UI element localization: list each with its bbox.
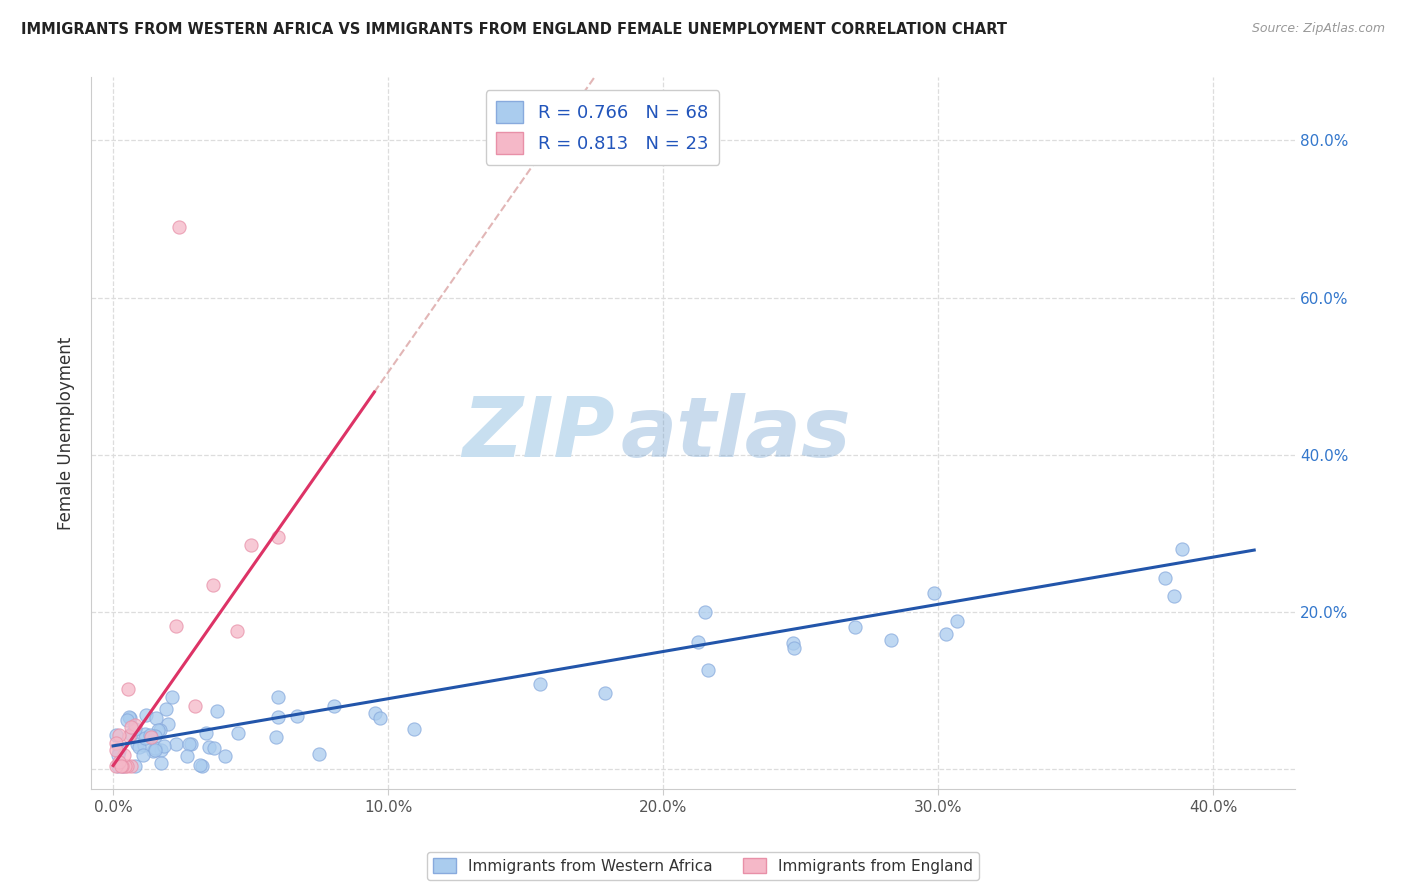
Point	[139, 728, 162, 742]
Point	[935, 627, 957, 641]
Point	[114, 758, 136, 772]
Point	[143, 743, 166, 757]
Point	[697, 663, 720, 677]
Point	[946, 614, 969, 628]
Point	[125, 737, 148, 751]
Point	[176, 748, 198, 763]
Point	[226, 725, 249, 739]
Point	[285, 709, 308, 723]
Point	[308, 747, 330, 761]
Point	[693, 605, 716, 619]
Point	[844, 620, 866, 634]
Point	[165, 737, 187, 751]
Point	[117, 758, 139, 772]
Point	[782, 636, 804, 650]
Point	[145, 711, 167, 725]
Text: Source: ZipAtlas.com: Source: ZipAtlas.com	[1251, 22, 1385, 36]
Point	[201, 578, 224, 592]
Point	[135, 708, 157, 723]
Point	[145, 729, 167, 743]
Point	[120, 758, 142, 772]
Point	[104, 736, 127, 750]
Point	[267, 690, 290, 704]
Point	[202, 741, 225, 756]
Text: ZIP: ZIP	[463, 392, 614, 474]
Point	[107, 755, 129, 769]
Point	[146, 723, 169, 737]
Point	[107, 758, 129, 772]
Point	[134, 731, 156, 745]
Point	[1153, 571, 1175, 585]
Point	[112, 747, 135, 762]
Point	[134, 727, 156, 741]
Point	[156, 717, 179, 731]
Point	[368, 711, 391, 725]
Point	[688, 635, 710, 649]
Point	[783, 641, 806, 656]
Point	[110, 758, 132, 772]
Point	[132, 747, 155, 762]
Point	[120, 720, 142, 734]
Point	[404, 723, 426, 737]
Point	[104, 728, 127, 742]
Point	[142, 744, 165, 758]
Point	[364, 706, 387, 720]
Point	[104, 758, 127, 772]
Point	[120, 727, 142, 741]
Point	[165, 619, 187, 633]
Point	[124, 758, 146, 772]
Point	[239, 538, 262, 552]
Point	[149, 743, 172, 757]
Point	[264, 730, 287, 744]
Point	[128, 740, 150, 755]
Point	[104, 743, 127, 757]
Point	[195, 726, 218, 740]
Point	[118, 711, 141, 725]
Point	[111, 758, 134, 772]
Point	[115, 713, 138, 727]
Point	[214, 749, 236, 764]
Point	[1171, 542, 1194, 557]
Point	[167, 219, 190, 234]
Point	[143, 740, 166, 755]
Point	[180, 737, 202, 751]
Text: atlas: atlas	[621, 392, 852, 474]
Point	[108, 728, 131, 742]
Y-axis label: Female Unemployment: Female Unemployment	[58, 336, 75, 530]
Point	[880, 632, 903, 647]
Point	[179, 738, 201, 752]
Point	[183, 698, 205, 713]
Point	[153, 739, 176, 753]
Point	[593, 686, 616, 700]
Point	[190, 758, 212, 772]
Point	[118, 710, 141, 724]
Legend: R = 0.766   N = 68, R = 0.813   N = 23: R = 0.766 N = 68, R = 0.813 N = 23	[485, 90, 720, 165]
Point	[529, 677, 551, 691]
Point	[205, 704, 228, 718]
Point	[190, 758, 212, 772]
Point	[118, 729, 141, 743]
Point	[107, 744, 129, 758]
Point	[1163, 590, 1185, 604]
Point	[922, 586, 945, 600]
Point	[134, 739, 156, 753]
Point	[267, 531, 290, 545]
Point	[107, 747, 129, 762]
Point	[124, 723, 146, 737]
Point	[323, 698, 346, 713]
Point	[124, 717, 146, 731]
Point	[225, 624, 247, 639]
Point	[148, 723, 170, 737]
Point	[139, 730, 162, 744]
Point	[155, 701, 177, 715]
Point	[117, 682, 139, 697]
Point	[267, 710, 290, 724]
Point	[149, 756, 172, 771]
Point	[111, 758, 134, 772]
Point	[197, 740, 219, 755]
Point	[160, 690, 183, 704]
Legend: Immigrants from Western Africa, Immigrants from England: Immigrants from Western Africa, Immigran…	[426, 852, 980, 880]
Text: IMMIGRANTS FROM WESTERN AFRICA VS IMMIGRANTS FROM ENGLAND FEMALE UNEMPLOYMENT CO: IMMIGRANTS FROM WESTERN AFRICA VS IMMIGR…	[21, 22, 1007, 37]
